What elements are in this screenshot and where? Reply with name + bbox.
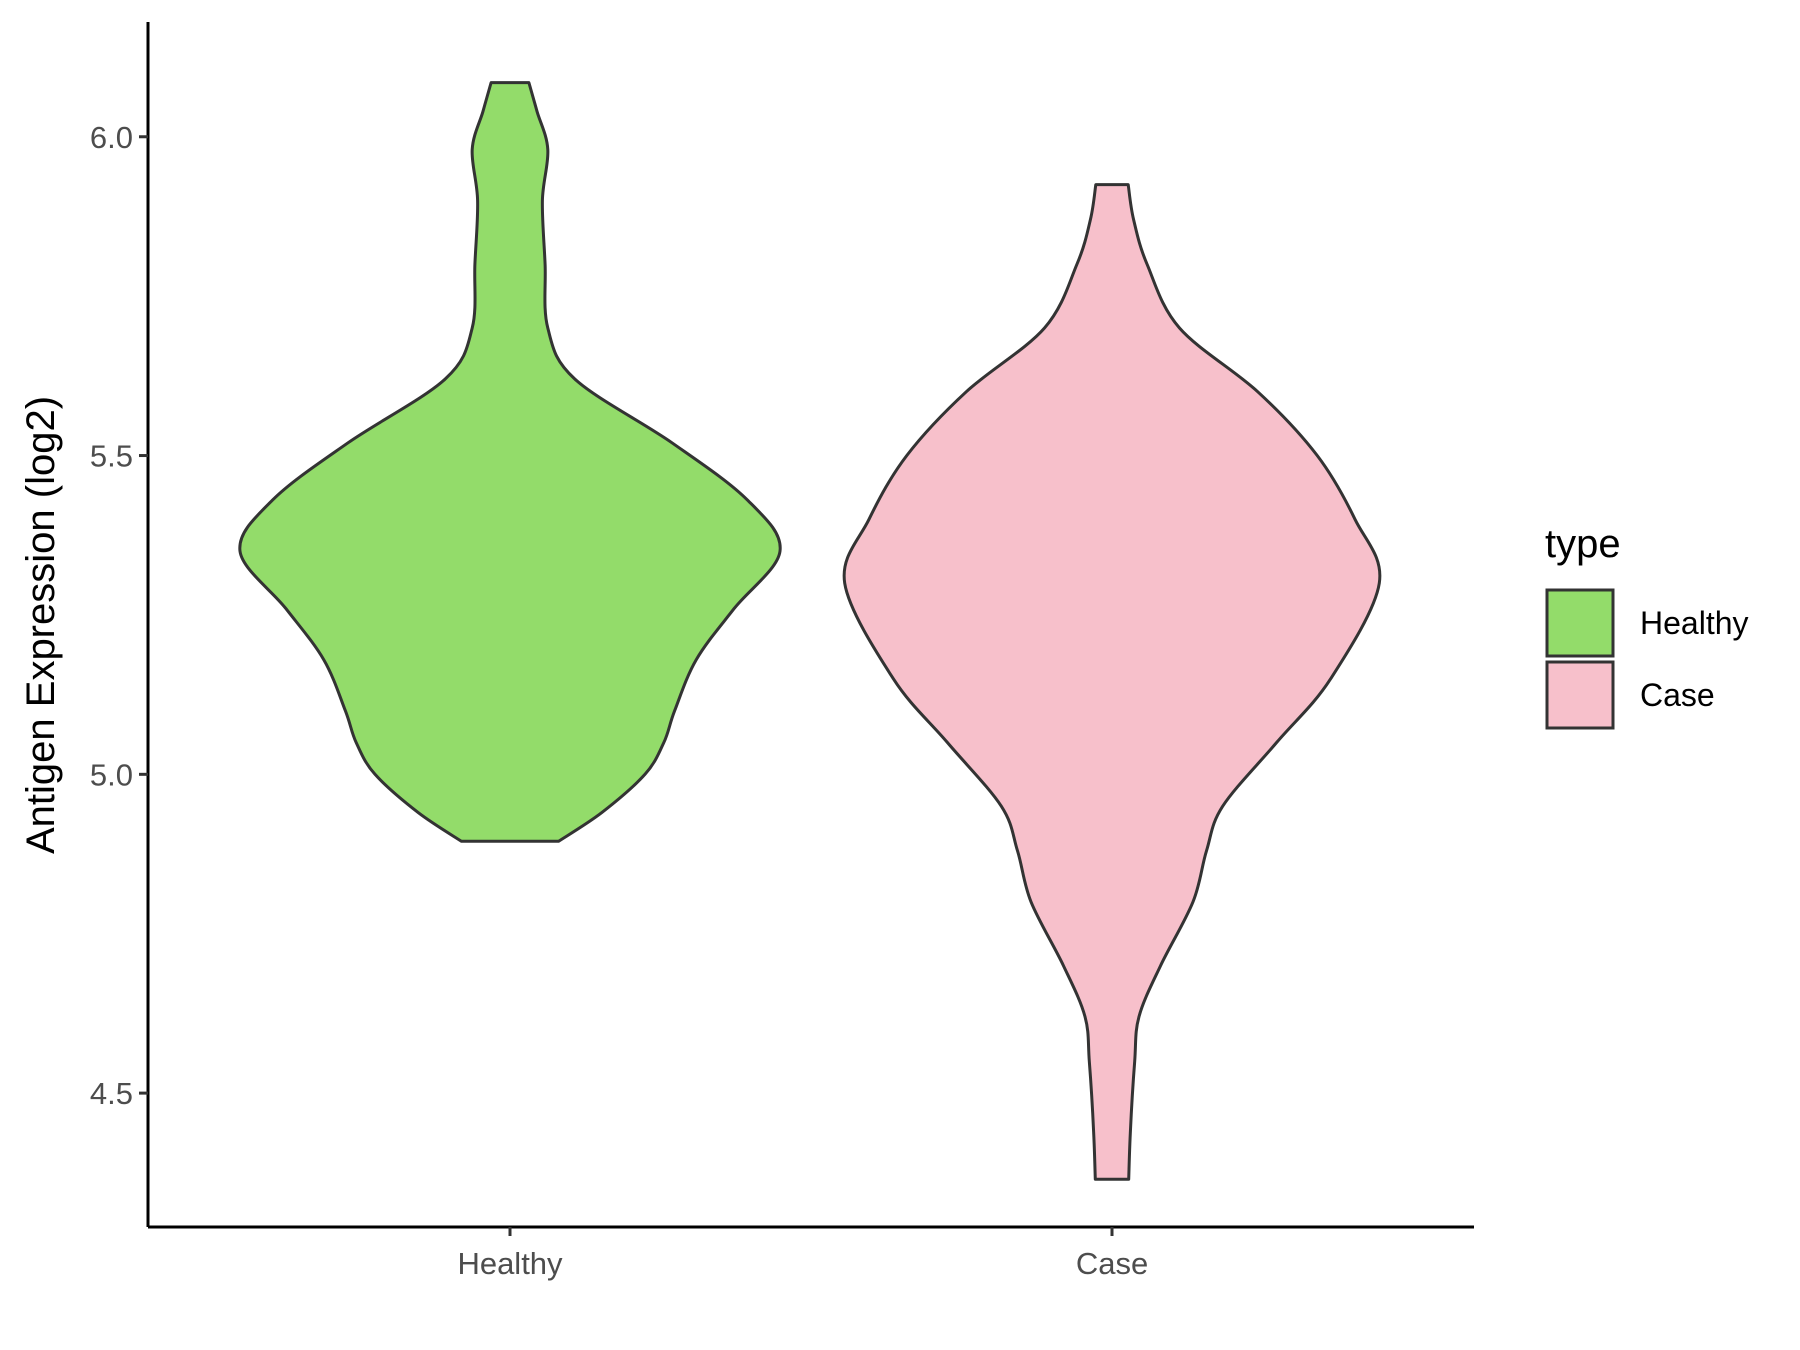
y-ticks: 4.5 5.0 5.5 6.0 [90,120,148,1111]
violins-layer [238,81,1382,1181]
legend-key-case [1545,660,1615,730]
x-tick-label: Healthy [457,1246,563,1281]
legend-label-case: Case [1640,677,1715,713]
legend: type Healthy Case [1545,522,1749,730]
legend-key-healthy [1545,588,1615,658]
x-ticks: Healthy Case [457,1227,1148,1281]
violin-healthy [238,81,782,843]
violin-case [842,183,1382,1181]
y-tick-label: 6.0 [90,120,133,155]
y-tick-label: 5.0 [90,757,133,792]
legend-label-healthy: Healthy [1640,605,1749,641]
y-axis-title: Antigen Expression (log2) [19,396,63,854]
legend-title: type [1545,522,1621,566]
y-tick-label: 4.5 [90,1076,133,1111]
y-tick-label: 5.5 [90,439,133,474]
x-tick-label: Case [1076,1246,1148,1281]
